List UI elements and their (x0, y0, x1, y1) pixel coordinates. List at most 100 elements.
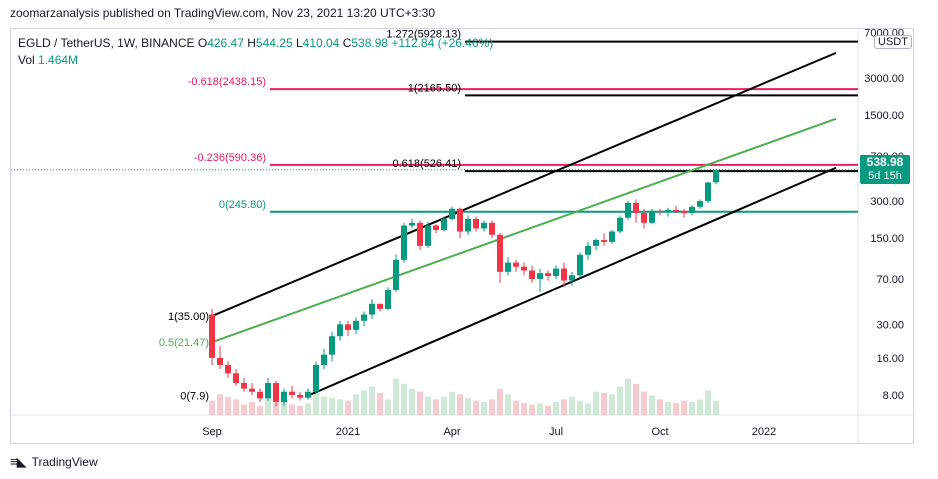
candle-body (665, 209, 671, 212)
candle-body (609, 231, 615, 242)
last-price: 538.98 (866, 155, 904, 169)
candle-body (577, 254, 583, 276)
volume-bar (417, 391, 423, 415)
candle-body (441, 218, 447, 230)
volume-bar (361, 390, 367, 415)
candle-body (273, 383, 279, 403)
tradingview-logo-icon[interactable]: ≡◣ (10, 454, 27, 469)
volume-bar (617, 386, 623, 415)
channel-mid-line (211, 117, 837, 344)
candle-body (633, 202, 639, 214)
candle-body (489, 222, 495, 235)
candle-body (313, 365, 319, 392)
candle-body (601, 240, 607, 242)
x-tick-label: 2021 (336, 426, 360, 438)
volume-bar (321, 396, 327, 415)
candle-body (521, 266, 527, 271)
volume-bar (457, 394, 463, 415)
volume-bar (433, 399, 439, 415)
volume-bar (297, 405, 303, 415)
volume-bar (489, 399, 495, 415)
volume-bar (705, 390, 711, 415)
candle-body (281, 391, 287, 403)
candle-body (697, 201, 703, 207)
volume-bar (329, 398, 335, 415)
x-tick-label: Jul (549, 426, 563, 438)
volume-bar (497, 389, 503, 415)
volume-bar (481, 402, 487, 415)
y-tick-label: 3000.00 (864, 73, 904, 85)
volume-bar (649, 395, 655, 415)
y-tick-label: 8.00 (883, 390, 904, 402)
legend-vol-label[interactable]: Vol (18, 53, 35, 67)
volume-bar (569, 396, 575, 415)
candle-body (545, 273, 551, 276)
fib-level-label: 0.5(21.47) (159, 337, 209, 349)
candle-body (249, 388, 255, 392)
fib-level-label: -0.236(590.36) (194, 152, 266, 164)
candle-body (377, 303, 383, 309)
volume-bar (241, 404, 247, 415)
volume-bar (233, 399, 239, 415)
volume-bar (449, 391, 455, 415)
tradingview-brand[interactable]: TradingView (31, 455, 98, 469)
volume-bar (465, 398, 471, 415)
volume-bar (625, 378, 631, 415)
volume-bar (369, 386, 375, 415)
chart-frame[interactable] (10, 28, 914, 444)
candle-body (465, 218, 471, 232)
volume-bar (577, 400, 583, 415)
candle-body (369, 303, 375, 315)
candle-body (569, 275, 575, 281)
candle-body (497, 234, 503, 272)
candle-body (257, 391, 263, 399)
volume-bar (265, 399, 271, 415)
y-tick-label: 1500.00 (864, 110, 904, 122)
legend-close: 538.98 (351, 36, 389, 50)
x-tick-label: Sep (202, 426, 222, 438)
fib-level-label: 1(2165.50) (408, 82, 461, 94)
candle-body (681, 210, 687, 214)
candle-body (505, 262, 511, 272)
fib-level-label: 1(35.00) (168, 311, 209, 323)
currency-selector[interactable]: USDT (874, 35, 912, 49)
legend-symbol[interactable]: EGLD / TetherUS, 1W, BINANCE (18, 36, 195, 50)
candle-body (481, 222, 487, 229)
legend-open-label: O (197, 36, 208, 50)
x-tick-label: Oct (651, 426, 668, 438)
volume-bar (225, 396, 231, 415)
candle-body (225, 365, 231, 374)
volume-bar (337, 399, 343, 415)
candle-body (241, 383, 247, 389)
volume-bar (521, 403, 527, 415)
legend-low-label: L (295, 36, 303, 50)
volume-bar (313, 391, 319, 415)
volume-bar (249, 402, 255, 415)
volume-bar (401, 383, 407, 415)
y-tick-label: 300.00 (870, 196, 904, 208)
candle-body (705, 182, 711, 202)
candle-body (657, 210, 663, 212)
volume-bar (553, 402, 559, 415)
candle-body (329, 336, 335, 355)
volume-bar (385, 399, 391, 415)
candle-body (513, 262, 519, 267)
x-tick-label: Apr (443, 426, 460, 438)
candle-body (417, 222, 423, 246)
footer: ≡◣ TradingView (10, 454, 98, 470)
candle-body (361, 314, 367, 321)
volume-bar (665, 402, 671, 415)
y-tick-label: 30.00 (876, 319, 904, 331)
volume-bar (257, 405, 263, 415)
legend-close-label: C (342, 36, 352, 50)
candle-body (393, 259, 399, 290)
volume-bar (561, 399, 567, 415)
candle-body (537, 273, 543, 279)
candle-body (625, 202, 631, 218)
legend-high-label: H (247, 36, 256, 50)
candle-body (289, 391, 295, 395)
volume-bar (537, 403, 543, 415)
candle-body (585, 245, 591, 255)
volume-bar (689, 402, 695, 415)
